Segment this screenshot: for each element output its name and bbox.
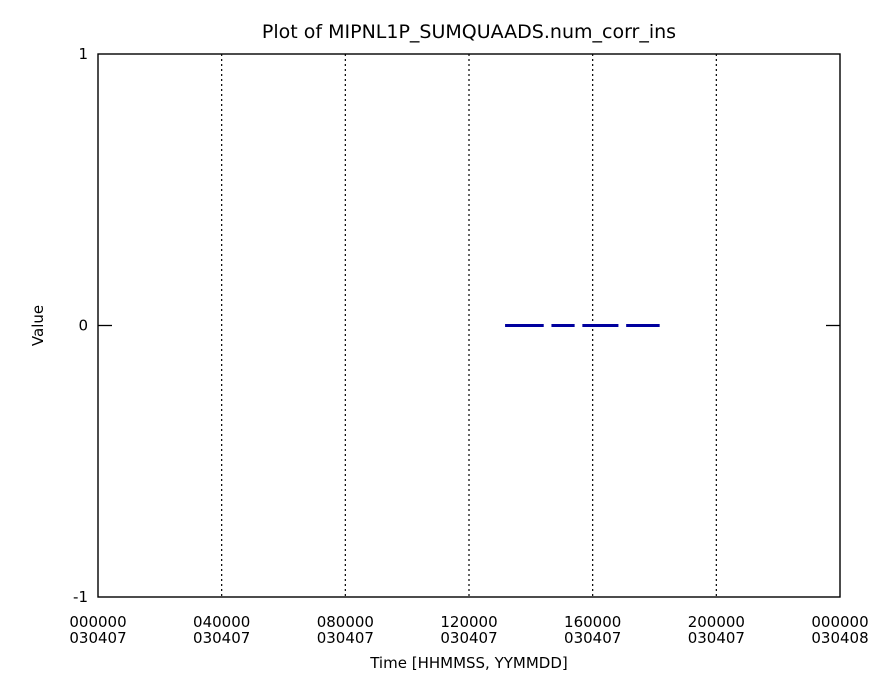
x-tick-label-date: 030407	[564, 629, 621, 647]
x-tick-label-date: 030407	[440, 629, 497, 647]
x-tick-label-time: 160000	[564, 613, 621, 631]
x-tick-label-date: 030407	[688, 629, 745, 647]
x-tick-label-time: 000000	[811, 613, 868, 631]
x-tick-label-time: 120000	[440, 613, 497, 631]
x-axis-ticks: 0000000304070400000304070800000304071200…	[69, 613, 868, 647]
y-tick-label: 0	[78, 317, 88, 335]
y-tick-label: -1	[73, 588, 88, 606]
y-axis-ticks: 1 0 -1	[73, 45, 840, 606]
x-tick-label-date: 030407	[193, 629, 250, 647]
x-axis-label: Time [HHMMSS, YYMMDD]	[369, 654, 568, 672]
y-tick-label: 1	[78, 45, 88, 63]
x-tick-label-time: 200000	[688, 613, 745, 631]
x-tick-label-date: 030407	[317, 629, 374, 647]
x-tick-label-time: 080000	[317, 613, 374, 631]
x-tick-label-time: 000000	[69, 613, 126, 631]
x-tick-label-date: 030407	[69, 629, 126, 647]
x-tick-label-date: 030408	[811, 629, 868, 647]
chart-title: Plot of MIPNL1P_SUMQUAADS.num_corr_ins	[262, 21, 676, 43]
y-axis-label: Value	[29, 305, 47, 346]
x-tick-label-time: 040000	[193, 613, 250, 631]
